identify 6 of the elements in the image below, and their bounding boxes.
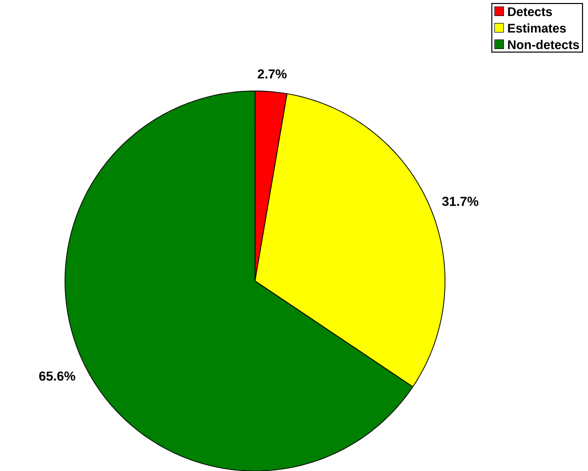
legend-label: Estimates [508,23,566,33]
data-label: 31.7% [442,196,478,206]
data-label: 65.6% [39,371,76,381]
legend-label: Detects [508,7,552,16]
legend-label: Non-detects [508,40,579,50]
data-label: 2.7% [258,69,287,79]
